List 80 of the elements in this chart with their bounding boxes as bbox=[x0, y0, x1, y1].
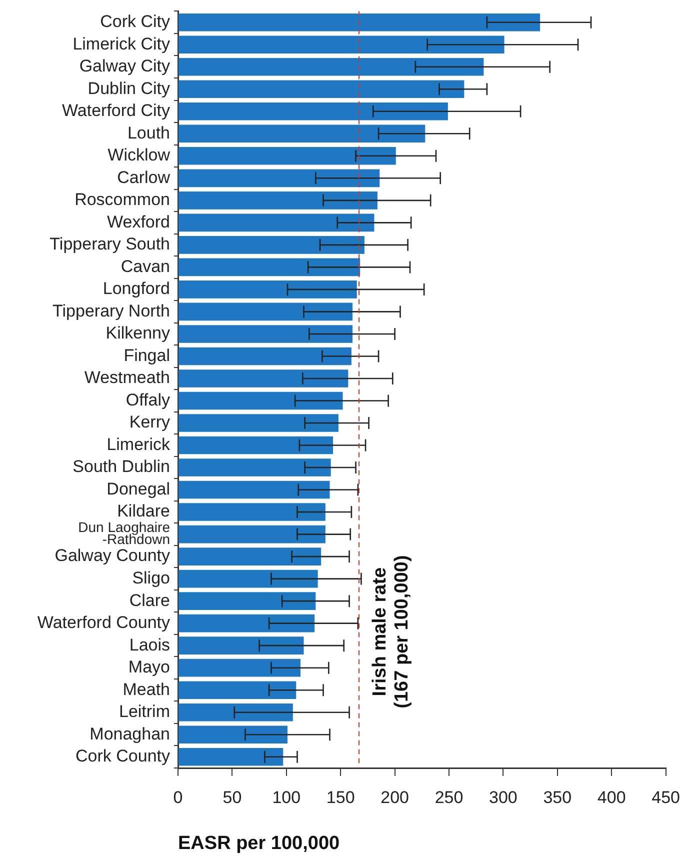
y-tick-label: Waterford City bbox=[62, 101, 170, 120]
bar bbox=[178, 124, 426, 143]
bar bbox=[178, 681, 296, 699]
y-tick-label: Cavan bbox=[120, 256, 170, 276]
y-tick-label: Monaghan bbox=[90, 724, 170, 744]
y-tick-label: Kilkenny bbox=[106, 324, 170, 343]
bar bbox=[178, 80, 464, 98]
x-axis-title: EASR per 100,000 bbox=[178, 832, 340, 854]
x-tick-label: 300 bbox=[489, 788, 518, 807]
y-tick-label: Offaly bbox=[126, 390, 170, 410]
y-tick-label: Kildare bbox=[117, 502, 170, 521]
y-tick-label: Dublin City bbox=[88, 78, 170, 98]
bar bbox=[178, 703, 293, 722]
y-tick-label: Tipperary North bbox=[52, 301, 170, 320]
bar bbox=[178, 480, 330, 499]
bar bbox=[178, 280, 357, 298]
y-tick-label: Sligo bbox=[132, 568, 170, 588]
y-tick-label: Limerick City bbox=[72, 34, 170, 54]
bar bbox=[178, 236, 364, 254]
bar bbox=[178, 147, 396, 165]
y-tick-label: Dun Laoghaire -Rathdown bbox=[78, 519, 170, 548]
y-tick-label: Roscommon bbox=[74, 190, 170, 210]
x-tick-label: 250 bbox=[434, 788, 464, 807]
bar bbox=[178, 169, 380, 188]
y-tick-label: Cork City bbox=[100, 12, 170, 32]
bar bbox=[178, 58, 484, 76]
x-tick-label: 150 bbox=[326, 788, 355, 807]
bar bbox=[178, 214, 374, 232]
bar bbox=[178, 414, 338, 432]
y-tick-label: South Dublin bbox=[72, 457, 170, 476]
bar bbox=[178, 748, 284, 766]
y-tick-label: Clare bbox=[129, 590, 170, 610]
bar bbox=[178, 302, 353, 321]
bar bbox=[178, 726, 288, 744]
bar bbox=[178, 636, 304, 654]
y-tick-label: Wexford bbox=[107, 212, 170, 232]
x-tick-label: 400 bbox=[597, 788, 626, 807]
x-tick-label: 100 bbox=[272, 788, 301, 807]
y-tick-label: Carlow bbox=[117, 168, 171, 187]
y-tick-label: Leitrim bbox=[118, 702, 170, 722]
x-tick-label: 350 bbox=[543, 788, 572, 807]
bar bbox=[178, 436, 334, 454]
y-tick-label: Fingal bbox=[124, 346, 170, 365]
y-tick-label: Mayo bbox=[128, 658, 170, 677]
y-tick-label: Cork County bbox=[76, 746, 170, 766]
bar bbox=[178, 325, 353, 343]
bar bbox=[178, 592, 316, 610]
bar bbox=[178, 392, 343, 410]
bar bbox=[178, 570, 318, 588]
y-tick-label: Kerry bbox=[129, 412, 170, 432]
x-tick-label: 450 bbox=[652, 788, 680, 807]
y-tick-label: Galway City bbox=[79, 56, 170, 76]
bar bbox=[178, 192, 378, 210]
x-tick-label: 200 bbox=[380, 788, 409, 807]
y-tick-label: Laois bbox=[129, 635, 170, 654]
y-tick-label: Meath bbox=[122, 680, 170, 699]
y-tick-label: Donegal bbox=[106, 479, 170, 498]
bar bbox=[178, 658, 300, 677]
bar bbox=[178, 503, 326, 521]
y-tick-label: Wicklow bbox=[108, 146, 171, 165]
bar bbox=[178, 36, 504, 54]
bar bbox=[178, 102, 448, 120]
bar bbox=[178, 13, 540, 32]
y-tick-label: Tipperary South bbox=[50, 234, 170, 254]
bar bbox=[178, 258, 360, 276]
bar bbox=[178, 548, 322, 566]
y-tick-label: Galway County bbox=[54, 546, 170, 566]
y-tick-label: Limerick bbox=[106, 434, 170, 454]
y-tick-label: Westmeath bbox=[84, 368, 170, 388]
bar bbox=[178, 614, 315, 632]
bar bbox=[178, 347, 352, 366]
x-tick-label: 50 bbox=[222, 788, 242, 807]
y-tick-label: Louth bbox=[127, 123, 170, 142]
y-tick-label: Longford bbox=[102, 279, 170, 298]
bar bbox=[178, 370, 348, 388]
ref-line-label: Irish male rate (167 per 100,000) bbox=[369, 555, 412, 708]
x-tick-label: 0 bbox=[173, 788, 183, 807]
y-tick-label: Waterford County bbox=[37, 613, 170, 632]
bar bbox=[178, 525, 326, 544]
bar bbox=[178, 458, 331, 476]
